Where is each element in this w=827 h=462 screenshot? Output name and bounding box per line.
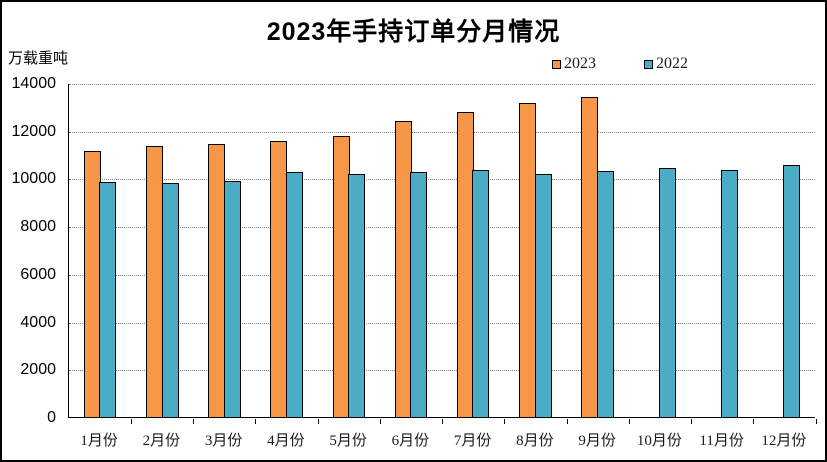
bar-2022-1月份 bbox=[99, 182, 117, 417]
chart-title: 2023年手持订单分月情况 bbox=[266, 18, 561, 46]
gridline-14000 bbox=[69, 84, 815, 85]
bar-2022-9月份 bbox=[596, 171, 614, 417]
bar-group-6月份 bbox=[380, 84, 442, 417]
y-tick-label-6000: 6000 bbox=[20, 265, 56, 283]
y-tick-label-4000: 4000 bbox=[20, 313, 56, 331]
x-label-8月份: 8月份 bbox=[516, 433, 554, 449]
bar-2023-9月份 bbox=[581, 97, 599, 417]
bar-2022-5月份 bbox=[348, 173, 366, 417]
bar-2022-4月份 bbox=[285, 172, 303, 417]
bar-group-11月份 bbox=[691, 84, 753, 417]
bar-2022-8月份 bbox=[534, 173, 552, 417]
y-tick-label-10000: 10000 bbox=[11, 170, 57, 188]
bar-group-4月份 bbox=[256, 84, 318, 417]
x-label-11月份: 11月份 bbox=[699, 433, 744, 449]
x-label-10月份: 10月份 bbox=[636, 433, 682, 449]
x-label-1月份: 1月份 bbox=[80, 433, 118, 449]
bar-group-8月份 bbox=[504, 84, 566, 417]
legend-item-2023: 2023 bbox=[552, 55, 596, 73]
bar-2022-12月份 bbox=[783, 165, 801, 417]
bar-group-9月份 bbox=[566, 84, 628, 417]
gridline-6000 bbox=[69, 274, 815, 276]
bar-group-5月份 bbox=[318, 84, 380, 417]
legend-item-2022: 2022 bbox=[644, 55, 688, 73]
bar-2022-11月份 bbox=[721, 170, 739, 417]
x-axis-tick-4 bbox=[317, 419, 319, 424]
bar-group-7月份 bbox=[442, 84, 504, 417]
gridline-8000 bbox=[69, 227, 815, 229]
x-label-9月份: 9月份 bbox=[578, 433, 616, 449]
x-axis-tick-1 bbox=[130, 419, 132, 424]
bar-2023-3月份 bbox=[208, 143, 226, 417]
bar-2022-7月份 bbox=[472, 170, 490, 417]
bar-group-3月份 bbox=[193, 84, 255, 417]
x-axis-tick-6 bbox=[442, 419, 444, 424]
gridline-4000 bbox=[69, 322, 815, 324]
y-tick-label-2000: 2000 bbox=[20, 361, 56, 379]
x-label-7月份: 7月份 bbox=[453, 433, 492, 449]
x-axis-tick-5 bbox=[379, 419, 381, 424]
gridline-10000 bbox=[69, 179, 815, 181]
bar-2023-2月份 bbox=[146, 146, 163, 417]
bar-2023-6月份 bbox=[394, 121, 412, 417]
y-tick-label-0: 0 bbox=[47, 409, 56, 426]
bar-2023-7月份 bbox=[456, 111, 474, 417]
bar-2023-5月份 bbox=[332, 135, 350, 417]
legend-label-2023: 2023 bbox=[564, 55, 596, 72]
y-tick-label-12000: 12000 bbox=[11, 122, 57, 140]
x-axis-tick-3 bbox=[255, 419, 257, 424]
x-axis-tick-9 bbox=[628, 419, 630, 424]
bar-2022-6月份 bbox=[410, 172, 428, 417]
legend-label-2022: 2022 bbox=[656, 55, 688, 72]
x-axis-labels: 1月份 2月份 3月份 4月份 5月份 6月份 7月份 8月份 9月份 10月份 11月份 12月份 bbox=[68, 429, 815, 450]
x-label-4月份: 4月份 bbox=[267, 433, 305, 449]
bar-group-10月份 bbox=[629, 84, 691, 417]
bar-2023-4月份 bbox=[270, 141, 288, 417]
bar-2022-3月份 bbox=[223, 180, 241, 417]
bar-group-12月份 bbox=[753, 84, 815, 417]
y-tick-label-8000: 8000 bbox=[20, 218, 56, 236]
bar-2023-8月份 bbox=[519, 103, 537, 417]
plot-area bbox=[68, 84, 817, 424]
gridline-12000 bbox=[69, 131, 815, 133]
y-axis-labels: 0 2000 4000 6000 8000 10000 12000 14000 bbox=[2, 75, 60, 426]
bar-group-2月份 bbox=[131, 84, 193, 417]
bar-2022-10月份 bbox=[658, 167, 676, 417]
y-tick-label-14000: 14000 bbox=[11, 75, 57, 92]
bar-2023-1月份 bbox=[83, 151, 101, 417]
y-axis-unit-label: 万载重吨 bbox=[8, 50, 69, 67]
x-label-12月份: 12月份 bbox=[761, 433, 807, 449]
x-label-3月份: 3月份 bbox=[204, 433, 243, 449]
x-label-5月份: 5月份 bbox=[329, 433, 367, 449]
x-axis-tick-2 bbox=[193, 419, 195, 424]
legend: 2023 2022 bbox=[552, 55, 688, 73]
legend-swatch-2022-icon bbox=[644, 59, 653, 69]
legend-swatch-2023-icon bbox=[552, 59, 561, 69]
x-label-2月份: 2月份 bbox=[142, 433, 181, 449]
x-axis-tick-8 bbox=[566, 419, 568, 424]
bar-2022-2月份 bbox=[161, 183, 179, 417]
x-axis-tick-10 bbox=[691, 419, 693, 424]
bar-group-1月份 bbox=[69, 84, 131, 417]
gridline-2000 bbox=[69, 370, 815, 372]
x-axis-tick-12 bbox=[815, 419, 817, 424]
bars-row bbox=[69, 84, 815, 417]
x-label-6月份: 6月份 bbox=[391, 433, 430, 449]
x-axis-tick-7 bbox=[504, 419, 506, 424]
x-axis-tick-11 bbox=[753, 419, 755, 424]
